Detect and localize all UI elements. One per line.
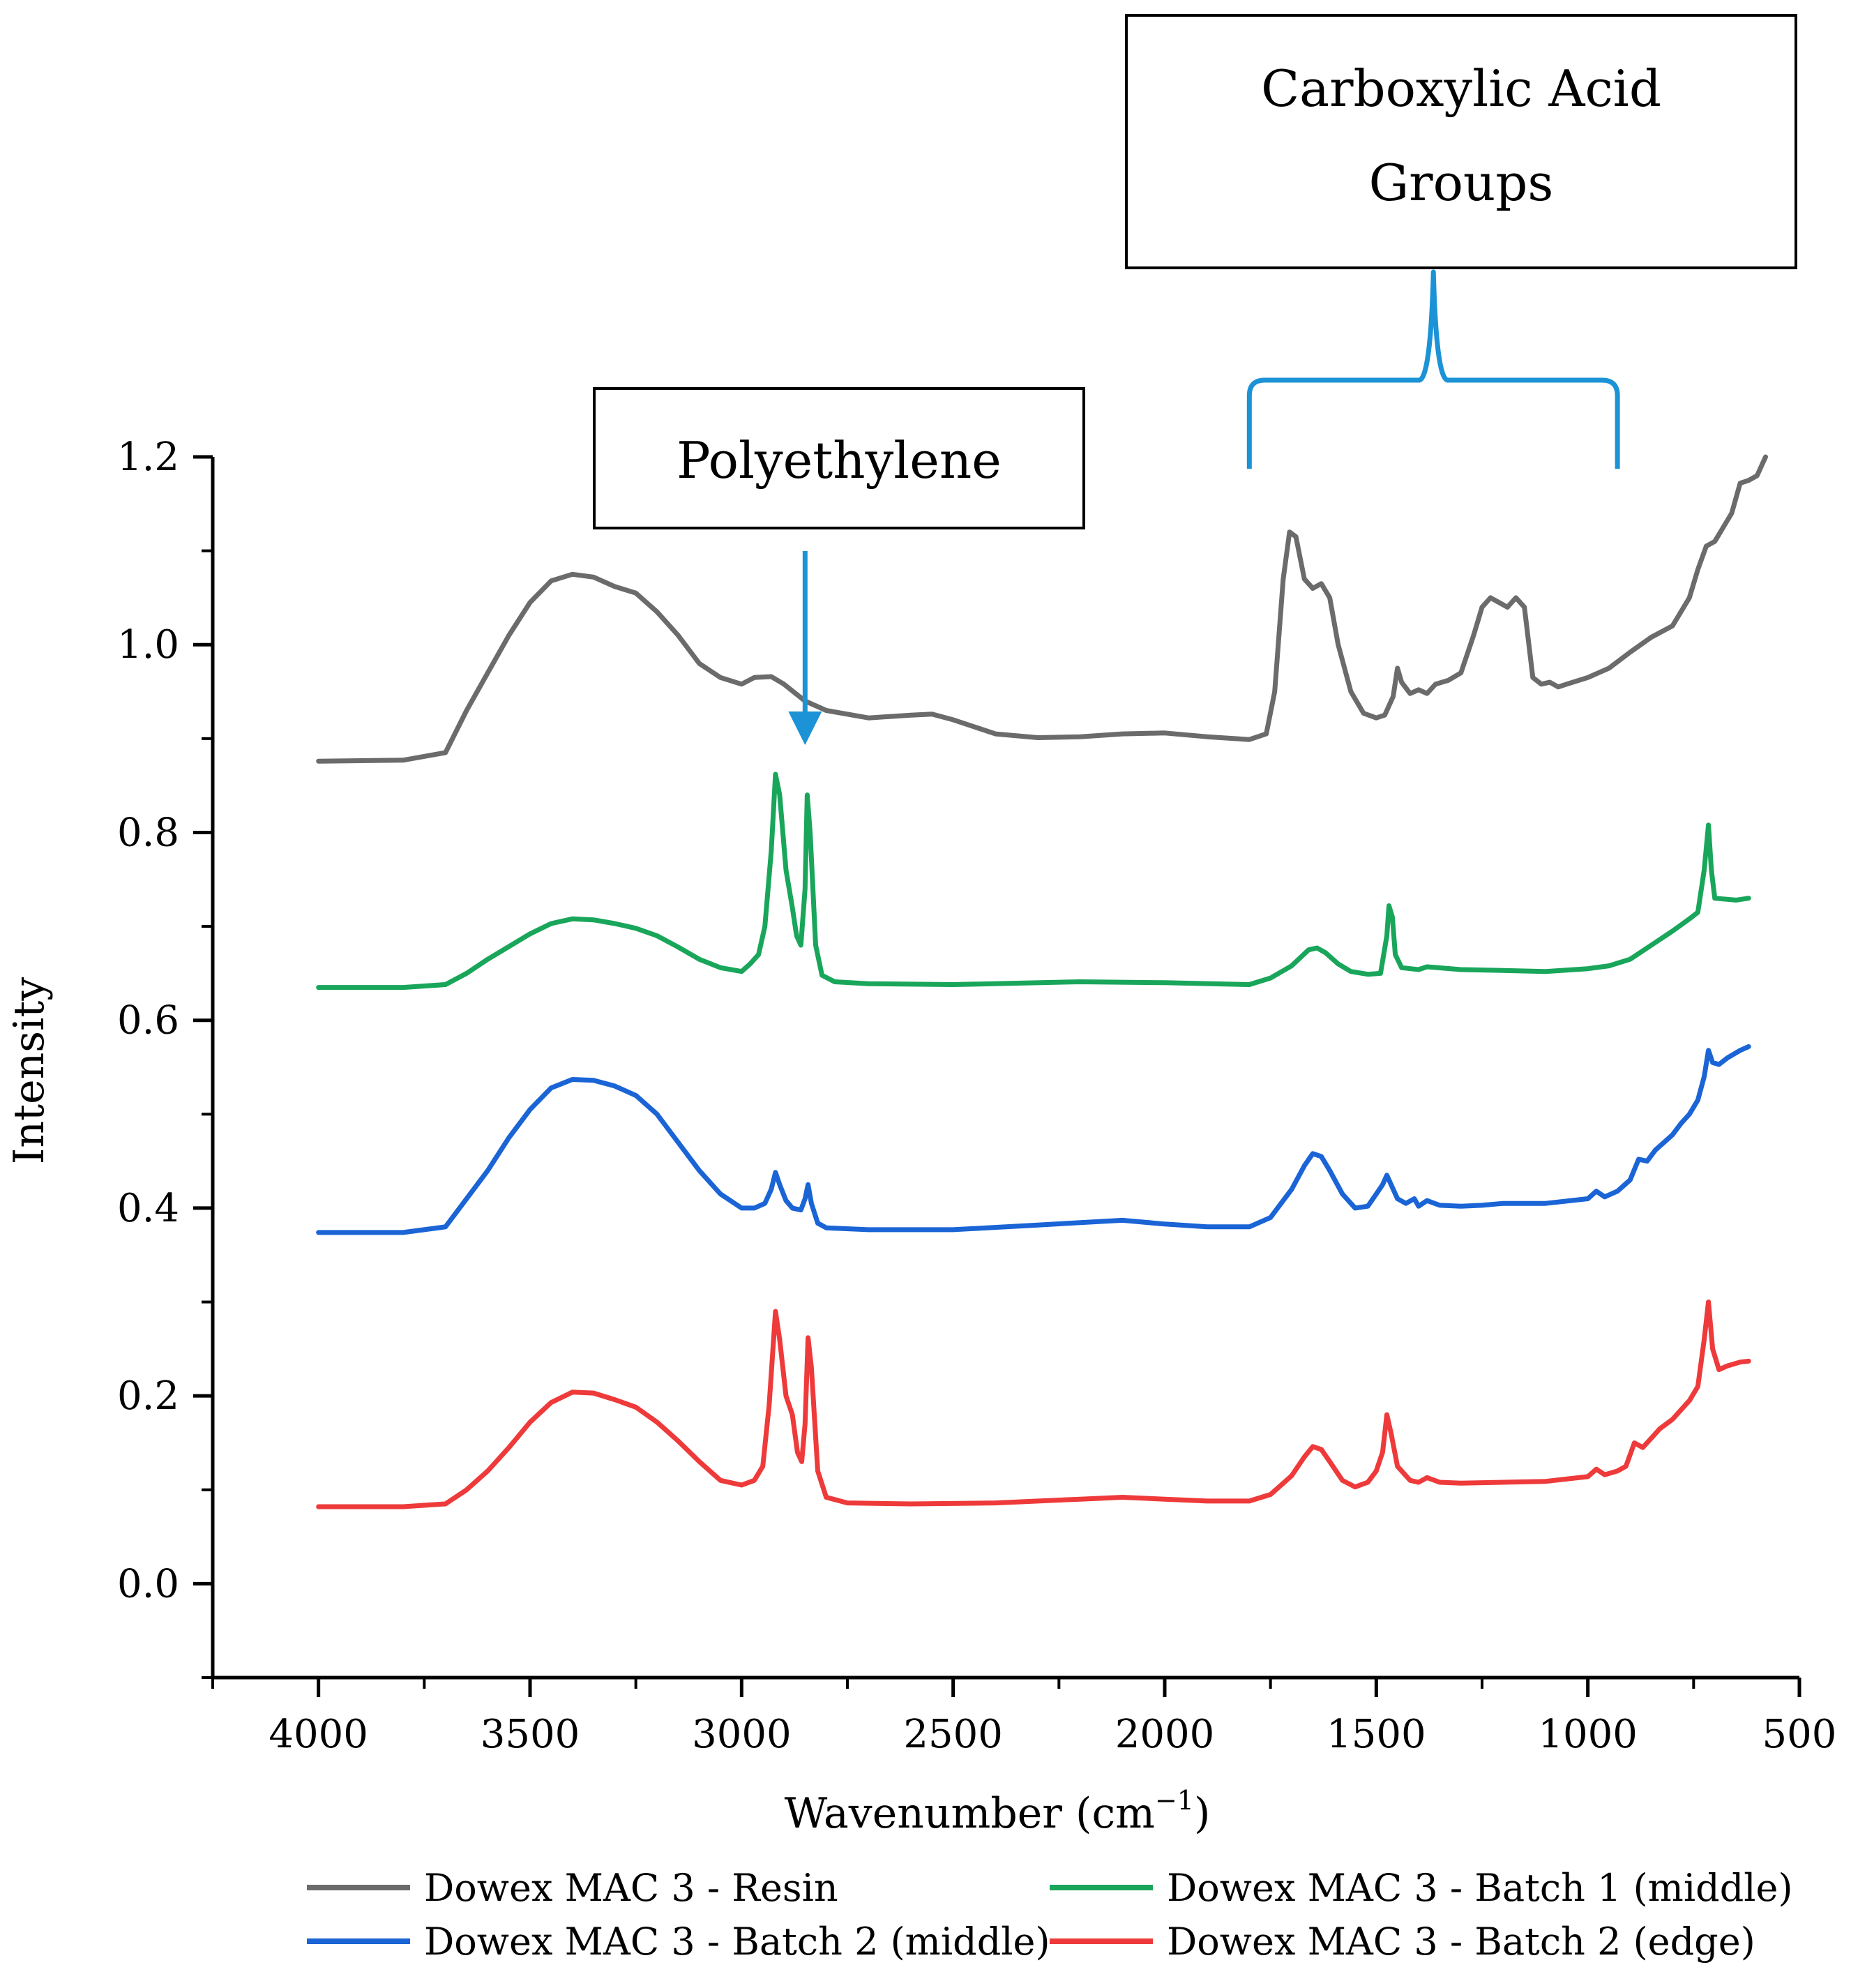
polyethylene-label-box	[593, 387, 1085, 529]
series-line-2	[316, 771, 1751, 991]
polyethylene-label: Polyethylene	[677, 431, 1002, 490]
x-tick-label: 1000	[1538, 1712, 1638, 1757]
x-axis-label-main: Wavenumber (cm	[785, 1789, 1155, 1838]
series-line-1	[316, 454, 1768, 764]
x-axis-label-sup: −1	[1155, 1785, 1194, 1816]
x-tick-label: 4000	[269, 1712, 368, 1757]
x-axis-label: Wavenumber (cm−1)	[785, 1785, 1211, 1838]
series-group	[316, 454, 1768, 1509]
legend-label-1: Dowex MAC 3 - Resin	[424, 1866, 838, 1910]
legend-label-3: Dowex MAC 3 - Batch 2 (middle)	[424, 1920, 1050, 1964]
legend-label-2: Dowex MAC 3 - Batch 1 (middle)	[1167, 1866, 1793, 1910]
x-axis-label-close: )	[1194, 1789, 1210, 1838]
carboxylic-label-line: Groups	[1369, 153, 1554, 212]
x-tick-label: 1500	[1327, 1712, 1426, 1757]
x-tick-label: 2000	[1115, 1712, 1215, 1757]
y-tick-label: 0.8	[117, 810, 179, 855]
y-tick-label: 0.6	[117, 998, 179, 1044]
carboxylic-label-line: Carboxylic Acid	[1261, 59, 1661, 118]
polyethylene-arrow-head	[788, 711, 822, 745]
series-line-3	[316, 1044, 1751, 1235]
y-tick-label: 1.2	[117, 435, 179, 480]
series-line-4	[316, 1300, 1751, 1509]
x-tick-label: 2500	[903, 1712, 1003, 1757]
x-tick-label: 500	[1762, 1712, 1837, 1757]
y-tick-label: 0.2	[117, 1373, 179, 1419]
axes: 0.0 0.2 0.4 0.6 0.8 1.0 1.2 4000 3500 3000 2500 200…	[117, 435, 1837, 1757]
y-tick-label: 0.4	[117, 1186, 179, 1231]
annotation-group: Polyethylene Carboxylic Acid Groups	[593, 14, 1797, 745]
legend: Dowex MAC 3 - Resin Dowex MAC 3 - Batch 1…	[307, 1866, 1793, 1964]
carboxylic-label-box	[1125, 14, 1797, 269]
x-tick-label: 3000	[692, 1712, 792, 1757]
y-tick-label: 0.0	[117, 1561, 179, 1606]
y-axis-label: Intensity	[5, 977, 54, 1165]
legend-label-4: Dowex MAC 3 - Batch 2 (edge)	[1167, 1920, 1755, 1964]
x-tick-label: 3500	[481, 1712, 580, 1757]
carboxylic-brace	[1246, 269, 1620, 469]
y-tick-label: 1.0	[117, 622, 179, 668]
